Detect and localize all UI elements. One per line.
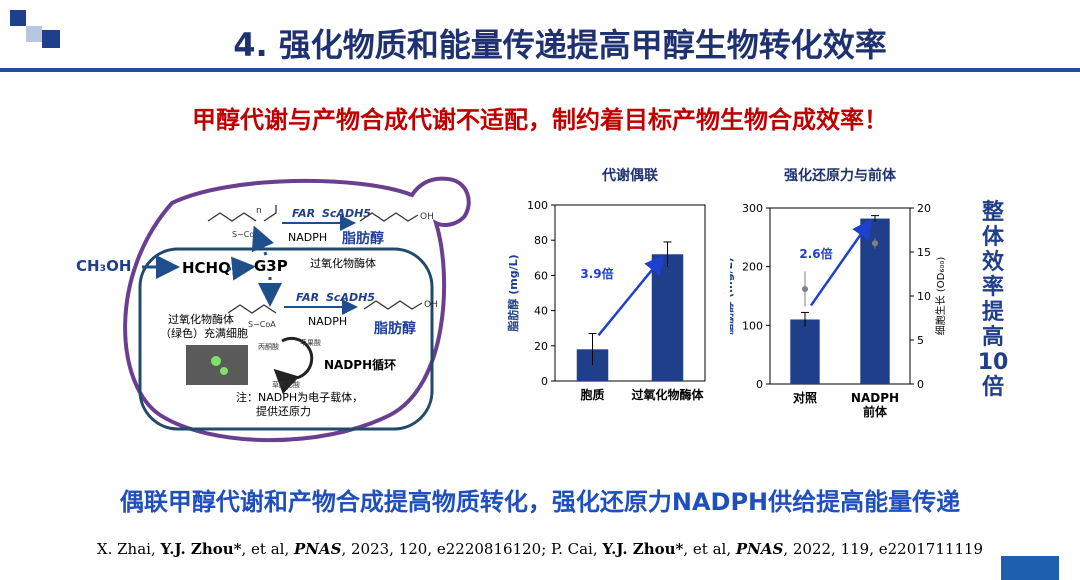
y-tick-label: 0 <box>541 375 548 388</box>
x-tick-label: 过氧化物酶体 <box>631 387 704 402</box>
decor-square <box>26 26 42 42</box>
hchq-label: HCHQ <box>182 259 231 277</box>
chart-metabolic-coupling: 代谢偶联 0 20 40 60 80 100 脂肪醇 (mg/L) 胞质 过氧化物酶体 3.9倍 <box>506 167 706 402</box>
hchq-to-g3p-arrow <box>227 256 256 281</box>
y2-axis-label: 细胞生长 (OD₆₀₀) <box>934 257 947 336</box>
nadph-cycle-arrow <box>273 336 314 395</box>
cell-diagram: n S−CoA FAR ScADH5 NADPH OH 脂肪醇 CH₃OH HC… <box>76 176 471 443</box>
oh-label: OH <box>420 212 434 222</box>
y2-tick-label: 10 <box>917 290 931 303</box>
citation-details: , 2022, 119, e2201711119 <box>783 540 984 558</box>
y2-tick-label: 0 <box>917 378 924 391</box>
fatty-acyl-chain-top <box>207 212 257 222</box>
bar <box>790 319 820 384</box>
y2-tick-label: 20 <box>917 202 931 215</box>
y-tick-label: 40 <box>534 305 548 318</box>
peroxisome-note-line1: 过氧化物酶体 <box>168 312 234 326</box>
x-tick-label: 前体 <box>863 404 888 419</box>
methanol-label: CH₃OH <box>76 257 131 275</box>
yeast-cell-outline <box>123 176 471 443</box>
chain-n-label: n <box>256 206 262 216</box>
headline: 甲醇代谢与产物合成代谢不适配，制约着目标产物生物合成效率！ <box>192 106 888 134</box>
scoa-label: S−CoA <box>232 230 260 239</box>
microscopy-cell <box>211 356 221 366</box>
nadph-label: NADPH <box>288 231 327 244</box>
product-label-top: 脂肪醇 <box>341 230 384 247</box>
citation-author: P. Cai, <box>551 540 598 558</box>
peroxisome-compartment <box>138 247 434 431</box>
slide-title: 4. 强化物质和能量传递提高甲醇生物转化效率 <box>233 26 887 64</box>
y-tick-label: 300 <box>742 202 763 215</box>
far-label: FAR <box>292 207 315 220</box>
peroxisome-note-line2: （绿色）充满细胞 <box>160 326 248 340</box>
citation-author: X. Zhai, <box>96 540 156 558</box>
decor-corner-block <box>1001 556 1059 580</box>
decor-square <box>10 10 26 26</box>
scoa-label-inner: S−CoA <box>248 320 276 329</box>
citation-corresponding-author: Y.J. Zhou* <box>602 540 684 558</box>
cycle-node-label: 丙酮酸 <box>258 342 279 351</box>
y-axis-label: 脂肪醇 (mg/L) <box>730 257 735 335</box>
x-tick-label: NADPH <box>851 391 899 405</box>
citation-etal: , et al, <box>683 540 732 558</box>
plot-frame <box>554 204 706 382</box>
citation-journal: PNAS <box>735 540 784 558</box>
growth-point <box>802 285 808 292</box>
increase-arrow <box>597 254 665 337</box>
bar <box>651 254 684 381</box>
x-tick-label: 胞质 <box>580 387 604 402</box>
y-axis-label: 脂肪醇 (mg/L) <box>506 254 520 332</box>
microscopy-cell <box>220 367 228 375</box>
overall-improvement-label: 整体效率提高10倍 <box>977 200 1009 400</box>
nadph-label-inner: NADPH <box>308 315 347 328</box>
y2-tick-label: 5 <box>917 334 924 347</box>
growth-point <box>872 240 878 247</box>
y-tick-label: 60 <box>534 269 548 282</box>
fatty-alcohol-chain-top <box>359 212 419 222</box>
fold-change-label: 2.6倍 <box>799 246 832 261</box>
fatty-acyl-chain-inner <box>227 304 277 314</box>
increase-arrow <box>809 218 872 307</box>
scadh5-label-inner: ScADH5 <box>326 291 375 304</box>
far-label-inner: FAR <box>296 291 319 304</box>
y-tick-label: 0 <box>756 378 763 391</box>
fold-change-label: 3.9倍 <box>580 266 613 281</box>
y-tick-label: 200 <box>742 261 763 274</box>
y-tick-label: 80 <box>534 234 548 247</box>
y-tick-label: 100 <box>527 199 548 212</box>
y-tick-label: 100 <box>742 319 763 332</box>
cycle-node-label: 草酰乙酸 <box>272 380 300 389</box>
chart-title: 代谢偶联 <box>601 167 659 184</box>
thioester-bond <box>263 205 277 222</box>
x-tick-label: 对照 <box>793 390 817 405</box>
y2-tick-label: 15 <box>917 246 931 259</box>
oh-label-inner: OH <box>424 300 438 310</box>
citation-journal: PNAS <box>294 540 342 558</box>
decor-square <box>42 30 60 48</box>
citation-details: , 2023, 120, e2220816120; <box>341 540 547 558</box>
peroxisome-label: 过氧化物酶体 <box>310 256 376 270</box>
g3p-up-arrow <box>251 225 274 256</box>
citation-etal: , et al, <box>241 540 290 558</box>
cycle-node-label: 苹果酸 <box>300 338 321 347</box>
title-divider <box>0 68 1080 72</box>
note-line2: 提供还原力 <box>256 404 311 418</box>
scadh5-label: ScADH5 <box>322 207 371 220</box>
citation: X. Zhai, Y.J. Zhou*, et al, PNAS, 2023, … <box>0 540 1080 558</box>
conclusion: 偶联甲醇代谢和产物合成提高物质转化，强化还原力NADPH供给提高能量传递 <box>119 488 961 516</box>
nadph-cycle-label: NADPH循环 <box>324 357 396 372</box>
fatty-alcohol-chain-inner <box>363 300 423 310</box>
chart-title: 强化还原力与前体 <box>784 167 897 184</box>
citation-corresponding-author: Y.J. Zhou* <box>160 540 242 558</box>
product-label-inner: 脂肪醇 <box>373 320 416 337</box>
note-line1: 注：NADPH为电子载体， <box>236 390 363 404</box>
g3p-label: G3P <box>254 257 288 275</box>
y-tick-label: 20 <box>534 340 548 353</box>
